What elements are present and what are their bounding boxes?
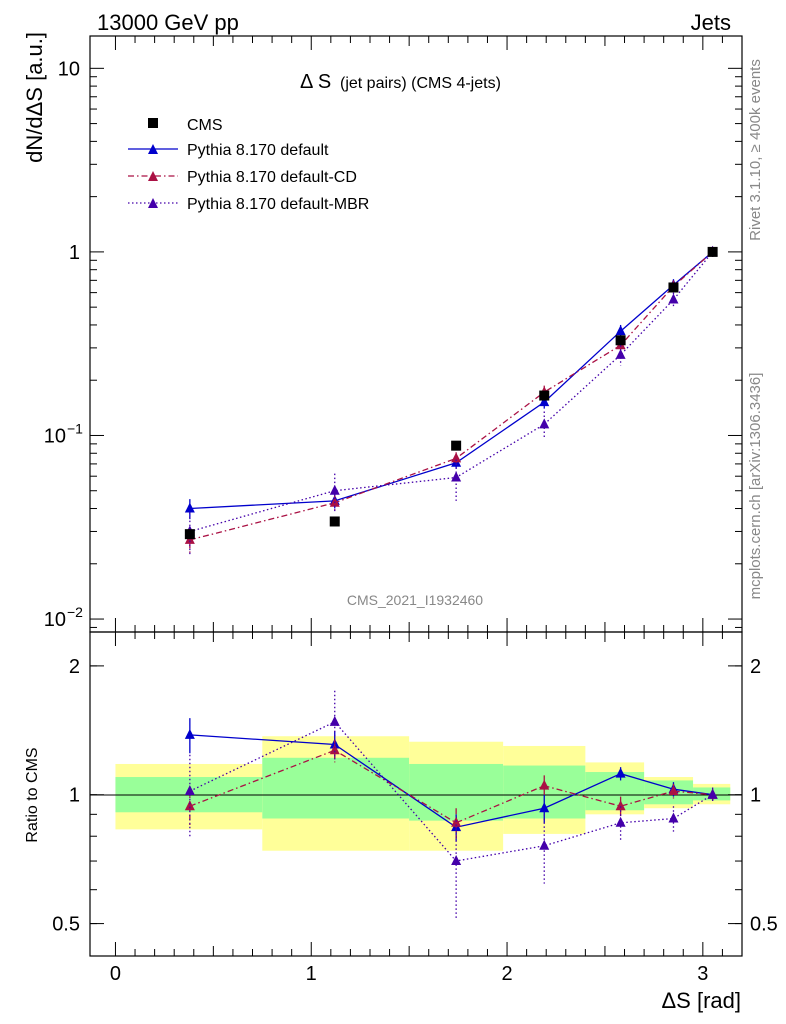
ratio-series-2-marker-2 xyxy=(451,855,462,866)
main-y-tick-label-0: 10 xyxy=(58,58,80,80)
ratio-band-inner-1 xyxy=(262,757,410,819)
cms-data-point-1 xyxy=(329,516,340,527)
header-process: Jets xyxy=(691,10,731,35)
main-series-2-line xyxy=(189,251,714,533)
main-series-0-marker-3 xyxy=(539,396,550,407)
legend-entry-cms: CMS xyxy=(148,117,223,134)
ratio-series-1-marker-1 xyxy=(329,744,340,755)
ratio-series-1-marker-5 xyxy=(668,785,679,796)
ratio-y-tick-label-right-1: 1 xyxy=(750,785,761,807)
header-energy: 13000 GeV pp xyxy=(97,10,239,35)
ratio-series-2-marker-6 xyxy=(707,788,718,799)
cms-data-point-3 xyxy=(539,390,550,401)
ratio-series-2-marker-0 xyxy=(184,785,195,796)
cms-data-point-6 xyxy=(707,246,718,257)
legend-label-cms: CMS xyxy=(187,117,223,134)
main-series-2-marker-1 xyxy=(329,484,340,495)
main-series-2-marker-5 xyxy=(668,293,679,304)
ratio-series-0-marker-0 xyxy=(184,728,195,739)
legend-entry-mbr: Pythia 8.170 default-MBR xyxy=(128,196,369,213)
x-tick-label-3: 3 xyxy=(697,963,708,985)
main-series-1-marker-2 xyxy=(451,452,462,463)
x-tick-label-1: 1 xyxy=(306,963,317,985)
legend-label-cd: Pythia 8.170 default-CD xyxy=(187,169,357,186)
cms-data-point-5 xyxy=(668,282,679,293)
ratio-series-0-marker-3 xyxy=(539,802,550,813)
main-series-0-marker-4 xyxy=(615,325,626,336)
ratio-series-2-marker-5 xyxy=(668,812,679,823)
ratio-y-tick-label-right-2: 0.5 xyxy=(750,914,778,936)
ratio-band-inner-5 xyxy=(644,780,694,805)
cms-data-point-0 xyxy=(184,529,195,540)
ratio-series-1-marker-3 xyxy=(539,779,550,790)
cms-data-point-2 xyxy=(451,440,462,451)
x-tick-label-2: 2 xyxy=(501,963,512,985)
main-y-tick-label-1: 1 xyxy=(69,242,80,264)
ratio-series-2-marker-4 xyxy=(615,816,626,827)
main-y-axis-title: dN/dΔS [a.u.] xyxy=(22,32,47,163)
main-plot-series xyxy=(184,245,718,557)
ratio-series-2-marker-1 xyxy=(329,715,340,726)
main-y-tick-exponent-2: −1 xyxy=(67,420,83,436)
main-series-2-marker-2 xyxy=(451,471,462,482)
legend-marker-mbr xyxy=(148,198,158,208)
legend-marker-default xyxy=(148,144,158,154)
main-series-0-line xyxy=(189,251,714,510)
plot-title-main: Δ S xyxy=(300,71,331,93)
ratio-series-1-marker-0 xyxy=(184,800,195,811)
ratio-plot-frame xyxy=(89,631,743,957)
main-series-0-marker-0 xyxy=(184,502,195,513)
main-series-2-marker-4 xyxy=(615,348,626,359)
ratio-series-1-marker-4 xyxy=(615,800,626,811)
main-y-tick-label-2: 10 xyxy=(44,425,66,447)
legend-label-default: Pythia 8.170 default xyxy=(187,142,329,159)
main-y-tick-exponent-3: −2 xyxy=(67,604,83,620)
ratio-series-2-marker-3 xyxy=(539,839,550,850)
legend-marker-cd xyxy=(148,171,158,181)
ratio-y-tick-label-left-2: 0.5 xyxy=(52,914,80,936)
ratio-y-tick-label-right-0: 2 xyxy=(750,656,761,678)
legend-entry-cd: Pythia 8.170 default-CD xyxy=(128,169,357,186)
legend-entry-default: Pythia 8.170 default xyxy=(128,142,329,159)
ratio-y-tick-label-left-0: 2 xyxy=(69,656,80,678)
legend-label-mbr: Pythia 8.170 default-MBR xyxy=(187,196,369,213)
analysis-watermark: CMS_2021_I1932460 xyxy=(347,592,483,608)
main-y-tick-label-3: 10 xyxy=(44,609,66,631)
rivet-version-label: Rivet 3.1.10, ≥ 400k events xyxy=(747,59,764,241)
ratio-y-tick-label-left-1: 1 xyxy=(69,785,80,807)
legend: CMS Pythia 8.170 default Pythia 8.170 de… xyxy=(128,117,369,213)
ratio-plot-series xyxy=(184,690,718,920)
main-series-1-line xyxy=(189,251,714,541)
x-tick-label-0: 0 xyxy=(110,963,121,985)
ratio-series-0-marker-4 xyxy=(615,767,626,778)
mcplots-label: mcplots.cern.ch [arXiv:1306.3436] xyxy=(747,373,764,600)
ratio-uncertainty-bands xyxy=(115,736,731,851)
cms-data-point-4 xyxy=(615,335,626,346)
ratio-y-axis-title: Ratio to CMS xyxy=(24,747,41,842)
legend-marker-cms xyxy=(148,118,158,128)
plot-title-sub: (jet pairs) (CMS 4-jets) xyxy=(340,75,501,92)
plot-title: Δ S (jet pairs) (CMS 4-jets) xyxy=(300,71,501,93)
main-series-2-marker-3 xyxy=(539,418,550,429)
x-axis-title: ΔS [rad] xyxy=(661,988,741,1013)
